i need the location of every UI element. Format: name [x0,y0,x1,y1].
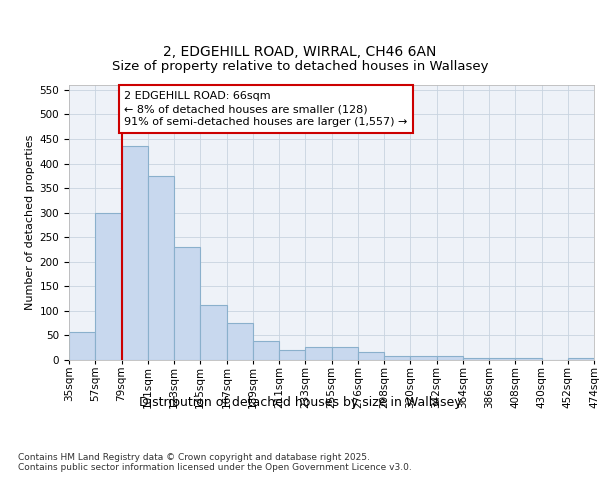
Bar [463,358,489,360]
Bar [279,350,305,360]
Bar [121,146,148,360]
Bar [148,176,174,360]
Text: 2, EDGEHILL ROAD, WIRRAL, CH46 6AN: 2, EDGEHILL ROAD, WIRRAL, CH46 6AN [163,46,437,60]
Bar [358,352,384,360]
Bar [200,304,227,360]
Text: Distribution of detached houses by size in Wallasey: Distribution of detached houses by size … [139,396,461,409]
Bar [331,346,358,360]
Text: 2 EDGEHILL ROAD: 66sqm
← 8% of detached houses are smaller (128)
91% of semi-det: 2 EDGEHILL ROAD: 66sqm ← 8% of detached … [124,91,407,128]
Text: Size of property relative to detached houses in Wallasey: Size of property relative to detached ho… [112,60,488,73]
Bar [227,322,253,360]
Bar [253,341,279,360]
Bar [437,356,463,360]
Bar [384,356,410,360]
Bar [95,212,121,360]
Bar [305,346,331,360]
Bar [69,332,95,360]
Text: Contains HM Land Registry data © Crown copyright and database right 2025.
Contai: Contains HM Land Registry data © Crown c… [18,453,412,472]
Y-axis label: Number of detached properties: Number of detached properties [25,135,35,310]
Bar [515,358,542,360]
Bar [568,358,594,360]
Bar [410,356,437,360]
Bar [489,358,515,360]
Bar [174,247,200,360]
